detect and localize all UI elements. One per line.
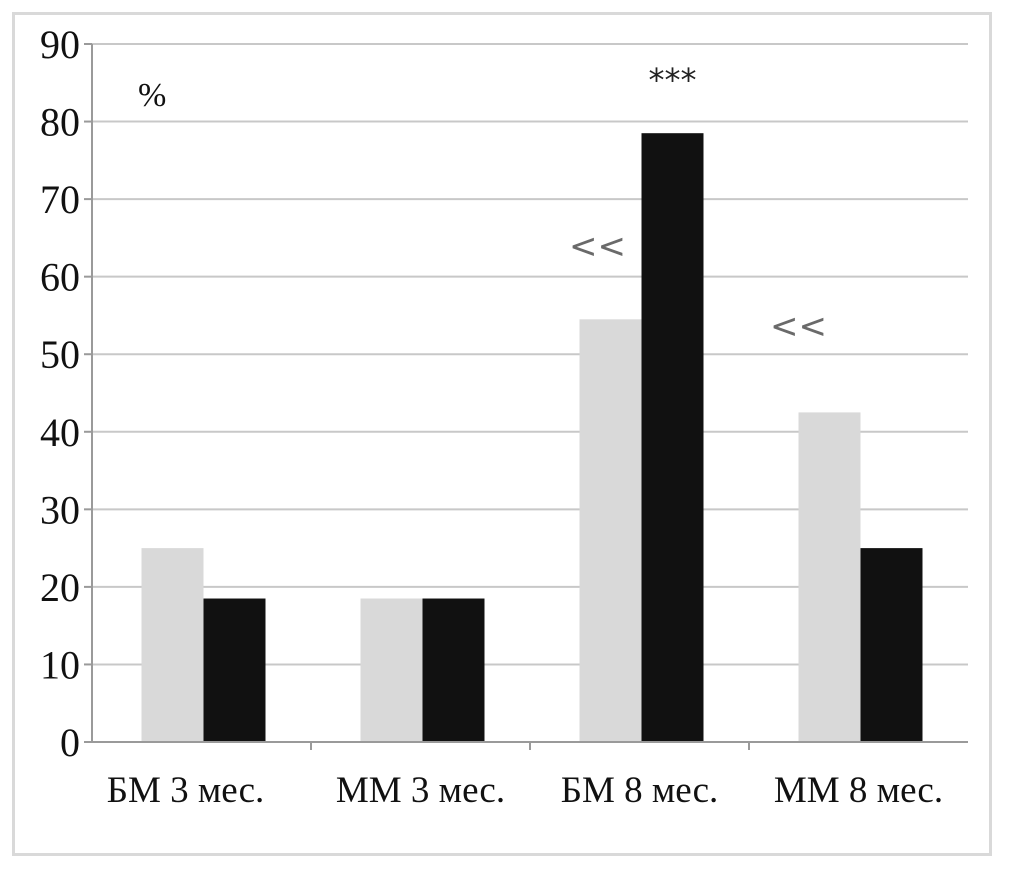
category-label: ММ 8 мес. (774, 770, 943, 811)
bar-light-0 (141, 548, 204, 742)
y-tick-label: 0 (60, 720, 80, 765)
y-tick-label: 30 (40, 487, 80, 532)
bar-light-2 (579, 319, 642, 742)
y-tick-label: 90 (40, 22, 80, 67)
category-label: БМ 8 мес. (561, 770, 719, 811)
significance-marker: << (569, 226, 626, 266)
bar-light-1 (360, 598, 423, 742)
significance-marker: << (770, 306, 827, 346)
significance-stars: *** (649, 61, 697, 99)
y-tick-label: 60 (40, 255, 80, 300)
bar-dark-1 (422, 598, 485, 742)
y-tick-label: 20 (40, 565, 80, 610)
annotations: *** << << (569, 61, 827, 346)
bar-dark-0 (203, 598, 266, 742)
category-label: БМ 3 мес. (107, 770, 265, 811)
y-tick-label: 70 (40, 177, 80, 222)
y-unit-label: % (138, 77, 166, 114)
category-label: ММ 3 мес. (336, 770, 505, 811)
bar-light-3 (798, 412, 861, 742)
y-tick-label: 80 (40, 100, 80, 145)
axes (91, 44, 968, 750)
x-axis-categories: БМ 3 мес. ММ 3 мес. БМ 8 мес. ММ 8 мес. (107, 770, 943, 811)
y-tick-label: 50 (40, 332, 80, 377)
bar-dark-3 (860, 548, 923, 742)
bars (141, 133, 923, 742)
bar-dark-2 (641, 133, 704, 742)
y-axis-ticks: 0 10 20 30 40 50 60 70 80 90 (40, 22, 92, 765)
y-tick-label: 10 (40, 642, 80, 687)
y-tick-label: 40 (40, 410, 80, 455)
